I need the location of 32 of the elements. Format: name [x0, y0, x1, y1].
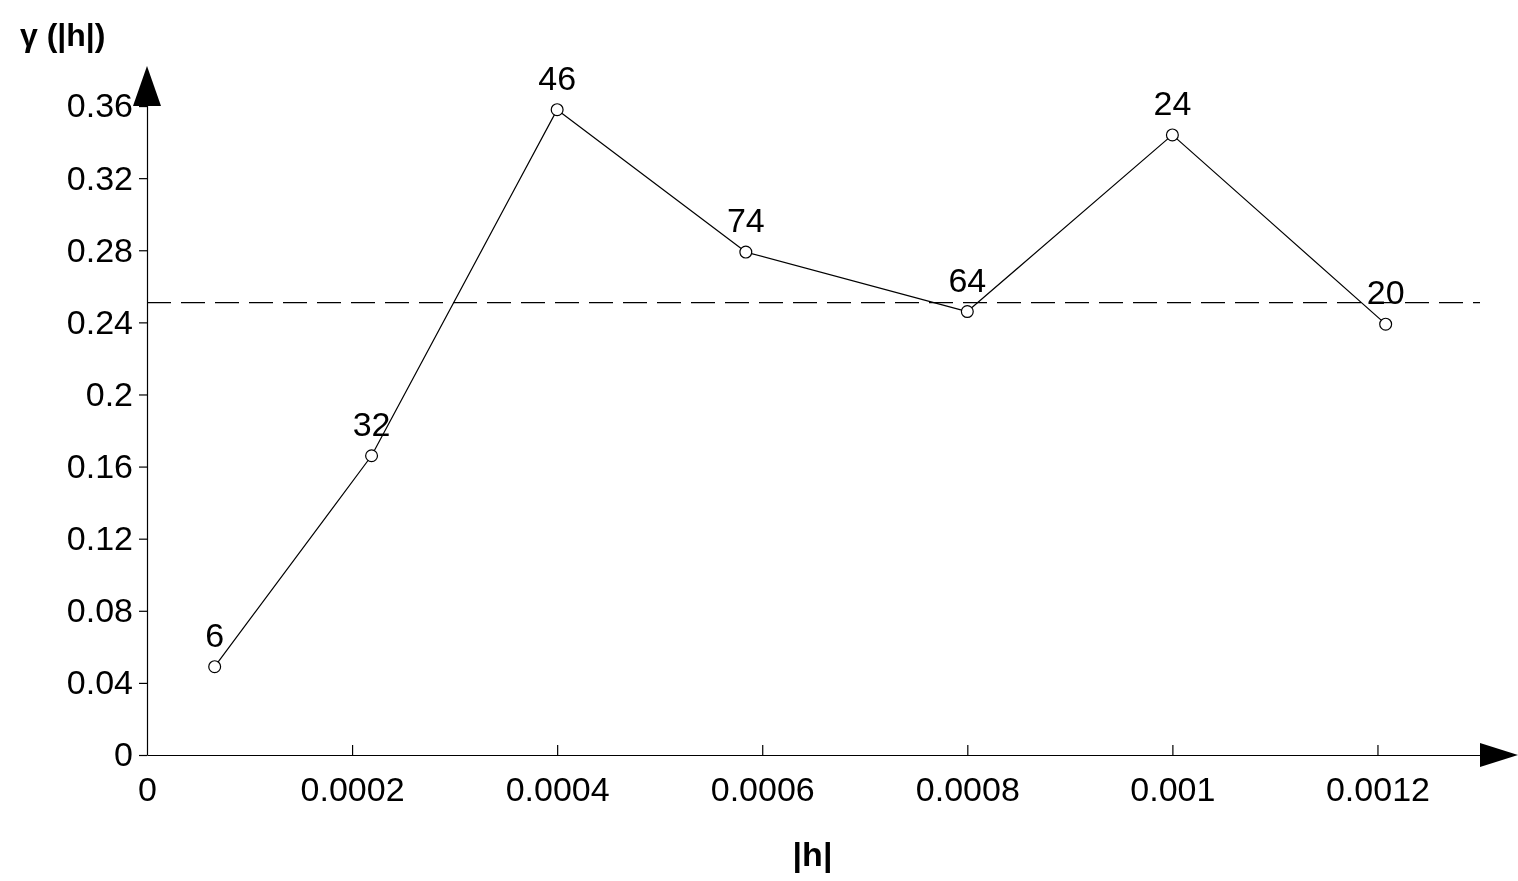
- y-tick-label: 0: [114, 735, 133, 774]
- y-tick-label: 0.36: [66, 86, 133, 125]
- annotation: 24: [1153, 83, 1192, 122]
- point: [1165, 128, 1179, 142]
- x-tick-label: 0.0012: [1325, 770, 1430, 809]
- x-tick-label: 0: [138, 770, 157, 809]
- annotation: 32: [352, 404, 391, 443]
- y-tick-label: 0.28: [66, 230, 133, 269]
- y-tick-label: 0.2: [85, 374, 133, 413]
- point: [365, 449, 379, 463]
- annotation: 6: [205, 615, 225, 654]
- x-tick-label: 0.0006: [710, 770, 815, 809]
- y-tick-label: 0.16: [66, 446, 133, 485]
- x-tick-label: 0.001: [1130, 770, 1216, 809]
- x-tick-label: 0.0008: [915, 770, 1020, 809]
- annotation: 74: [726, 201, 765, 240]
- y-tick-label: 0.04: [66, 663, 133, 702]
- point: [960, 305, 974, 319]
- point: [550, 103, 564, 117]
- annotation: 46: [538, 58, 577, 97]
- annotation: 64: [948, 260, 987, 299]
- y-tick-label: 0.12: [66, 519, 133, 558]
- x-axis-title: |h|: [792, 835, 833, 873]
- y-tick-label: 0.32: [66, 158, 133, 197]
- point: [1379, 317, 1393, 331]
- x-tick-label: 0.0004: [505, 770, 610, 809]
- y-tick-label: 0.24: [66, 302, 133, 341]
- y-axis-title: γ (|h|): [20, 17, 106, 53]
- point: [208, 660, 222, 674]
- point: [739, 245, 753, 259]
- x-tick-label: 0.0002: [300, 770, 405, 809]
- y-tick-label: 0.08: [66, 591, 133, 630]
